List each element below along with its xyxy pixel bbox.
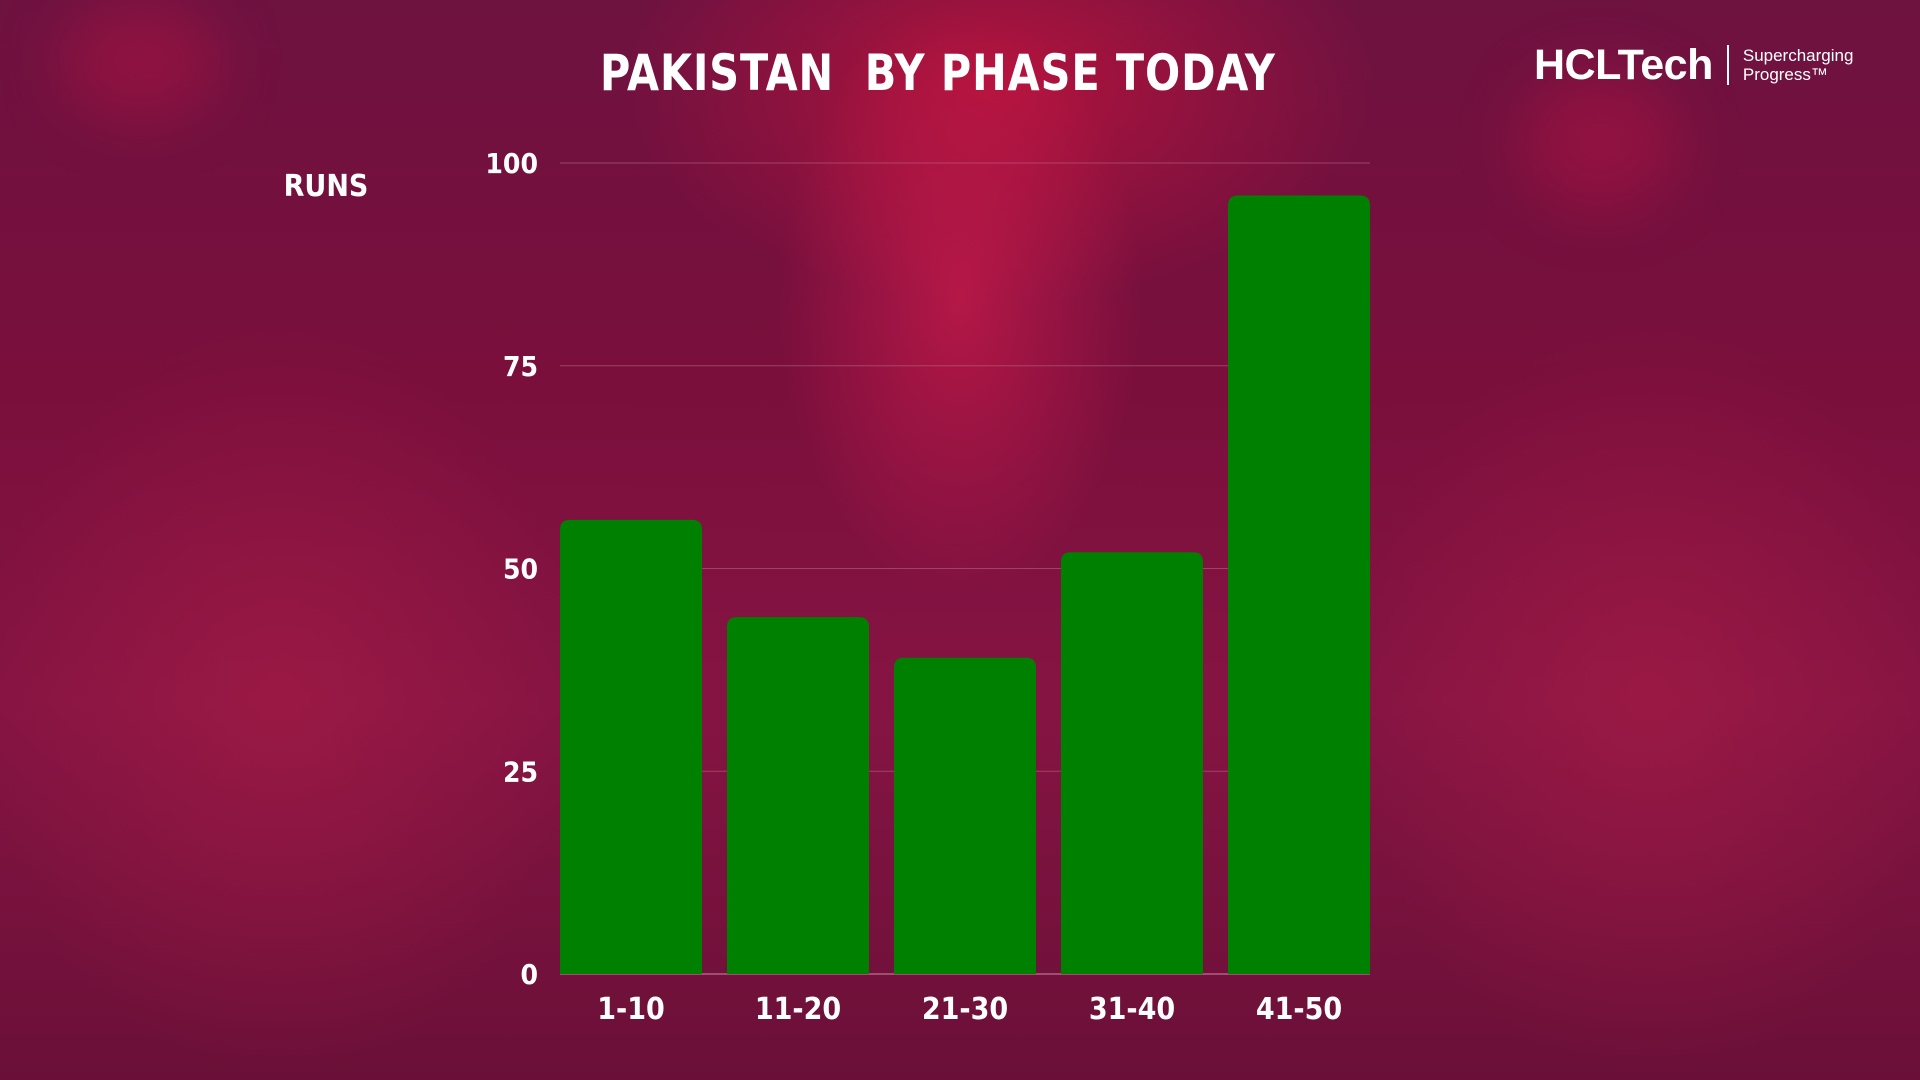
axis-labels: 0 25 50 75 100 RUNS 1-10 11-20 21-30 31-40 41-50 (284, 147, 1343, 1027)
x-tick-label: 41-50 (1256, 992, 1342, 1027)
brand-divider (1726, 45, 1729, 85)
bar-21-30 (894, 657, 1036, 974)
bar-1-10 (560, 519, 702, 974)
bar-31-40 (1061, 552, 1203, 974)
x-tick-label: 11-20 (755, 992, 841, 1027)
brand-tagline: Supercharging Progress™ (1743, 46, 1883, 84)
background-blur-right (1520, 70, 1680, 210)
background-blur-left (60, 0, 220, 120)
x-tick-label: 31-40 (1089, 992, 1175, 1027)
brand-logo: HCLTech Supercharging Progress™ (1534, 40, 1883, 90)
bar-41-50 (1228, 195, 1370, 974)
y-axis-label: RUNS (284, 169, 369, 204)
brand-tagline-line1: Supercharging (1742, 46, 1854, 65)
y-tick-label: 50 (503, 553, 538, 586)
brand-name: HCLTech (1534, 40, 1713, 89)
x-tick-label: 1-10 (597, 992, 665, 1027)
bars (560, 195, 1370, 974)
x-tick-label: 21-30 (922, 992, 1008, 1027)
y-tick-label: 75 (503, 350, 538, 383)
y-tick-label: 25 (503, 755, 538, 788)
y-tick-label: 100 (485, 147, 538, 180)
bar-11-20 (727, 617, 869, 974)
y-tick-label: 0 (520, 958, 538, 991)
chart-title: PAKISTAN BY PHASE TODAY (600, 44, 1276, 102)
brand-tagline-line2: Progress™ (1742, 65, 1828, 84)
